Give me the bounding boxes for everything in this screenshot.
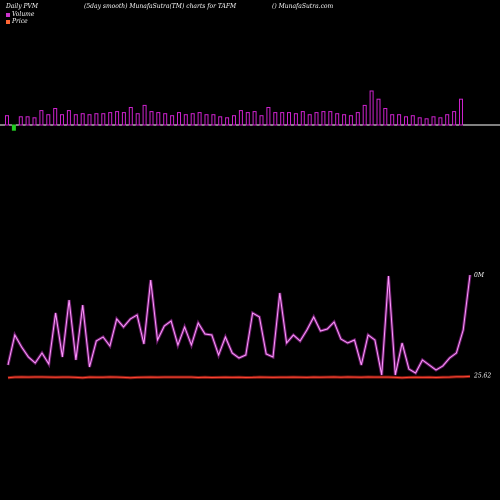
volume-bar	[101, 113, 106, 126]
volume-bar	[417, 117, 422, 126]
volume-bar	[287, 112, 291, 126]
series-line-price	[7, 375, 471, 379]
volume-bar	[87, 114, 92, 126]
volume-bar	[342, 114, 347, 126]
legend-price: Price	[6, 18, 28, 25]
line-series	[6, 274, 472, 380]
volume-bar	[238, 110, 243, 126]
volume-bar	[170, 115, 175, 126]
volume-bar	[94, 113, 99, 126]
volume-bar	[321, 111, 326, 126]
volume-bar	[293, 113, 298, 126]
volume-bar	[314, 112, 319, 126]
legend-volume-swatch	[6, 12, 10, 17]
volume-bar	[348, 115, 353, 126]
volume-bar	[177, 112, 181, 126]
volume-bar	[218, 116, 223, 126]
volume-bar	[376, 98, 381, 126]
series-glow-volume	[6, 274, 472, 376]
volume-bar	[328, 111, 333, 126]
volume-bar	[5, 115, 9, 126]
volume-bar	[404, 116, 408, 126]
volume-bar	[183, 114, 188, 126]
volume-bar	[121, 112, 126, 126]
volume-bar	[307, 114, 312, 126]
volume-bar	[259, 115, 264, 126]
volume-bar	[142, 104, 147, 126]
volume-bar	[397, 114, 402, 126]
volume-bar	[108, 112, 113, 126]
volume-bar	[245, 112, 250, 126]
volume-end-label: 0M	[474, 272, 485, 279]
legend-volume-label: Volume	[12, 11, 35, 18]
volume-bar	[335, 113, 340, 126]
volume-bar	[273, 112, 278, 126]
site-credit: () MunafaSutra.com	[272, 3, 334, 10]
series-line-volume	[7, 274, 471, 376]
volume-bar	[445, 114, 450, 126]
legend-price-swatch	[6, 19, 10, 24]
volume-bar	[438, 117, 443, 126]
volume-bar	[53, 108, 58, 126]
volume-bar	[252, 111, 257, 126]
volume-bar	[369, 90, 374, 126]
volume-bar	[390, 114, 395, 126]
volume-bar	[355, 112, 360, 126]
volume-bar	[431, 116, 436, 126]
chart-title-left: Daily PVM	[6, 3, 39, 10]
volume-bar	[66, 110, 71, 126]
volume-bar	[115, 111, 120, 126]
volume-bar	[300, 111, 305, 126]
legend-volume: Volume	[6, 11, 34, 18]
volume-bar	[18, 116, 23, 126]
volume-bar	[156, 112, 161, 126]
volume-bar	[46, 114, 51, 126]
volume-bar	[459, 98, 463, 126]
volume-bar	[266, 107, 271, 126]
volume-bar	[32, 117, 37, 126]
volume-bar	[383, 108, 388, 126]
volume-bar	[225, 117, 230, 126]
volume-bar	[149, 111, 154, 126]
volume-bar	[73, 114, 78, 126]
volume-bar	[362, 104, 367, 126]
legend-price-label: Price	[12, 18, 28, 25]
volume-bar	[197, 112, 202, 126]
volume-bar	[280, 112, 285, 126]
volume-bar	[60, 114, 64, 126]
volume-bar	[410, 115, 415, 126]
volume-bar	[424, 118, 429, 126]
chart-title-center: (5day smooth) MunafaSutra(TM) charts for…	[84, 3, 237, 10]
volume-bar	[128, 107, 133, 126]
volume-bar	[135, 113, 140, 126]
volume-bar	[232, 115, 236, 126]
volume-bar	[80, 113, 85, 126]
volume-bar	[163, 113, 168, 126]
volume-bar	[204, 114, 209, 126]
volume-bar	[11, 124, 16, 131]
price-end-label: 25.62	[473, 372, 491, 379]
volume-bar	[452, 111, 457, 126]
volume-bar	[190, 113, 195, 126]
volume-bar	[25, 116, 30, 126]
volume-bar	[39, 110, 44, 126]
volume-bar	[211, 114, 216, 126]
volume-bars	[5, 90, 463, 131]
